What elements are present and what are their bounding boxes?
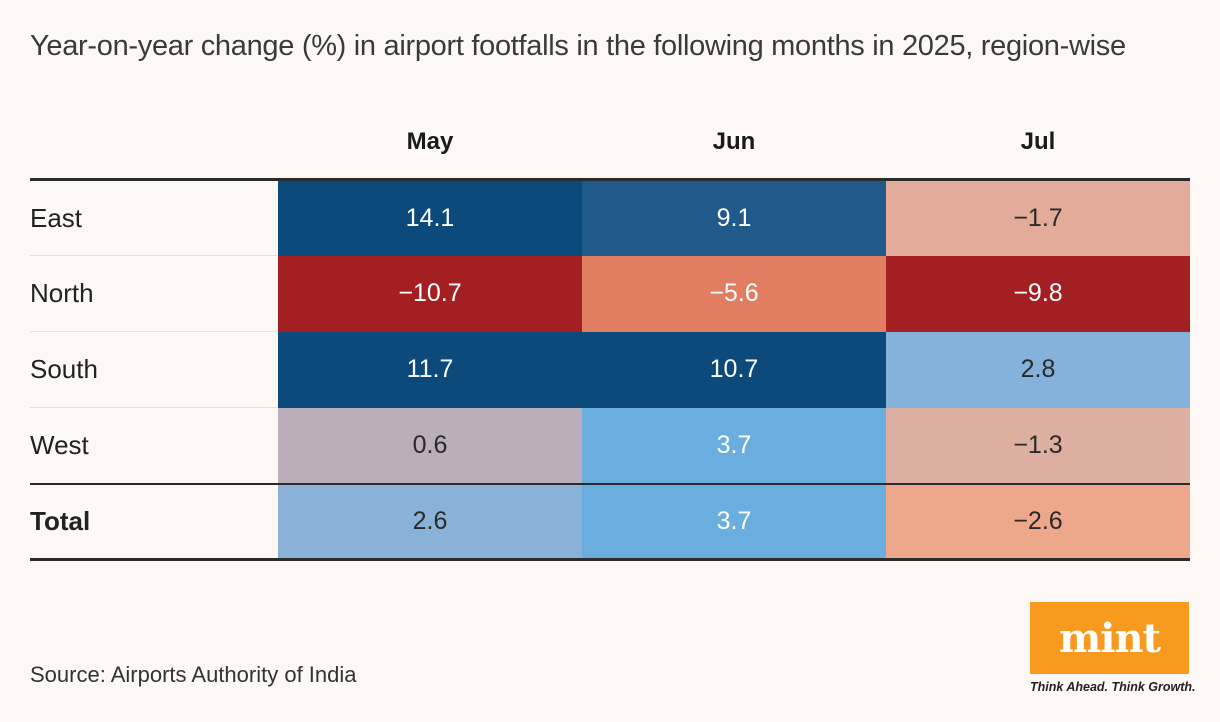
column-header-may: May xyxy=(406,128,454,155)
heat-cell: −1.7 xyxy=(886,178,1190,256)
header-corner xyxy=(30,106,278,180)
row-south: South 11.7 10.7 2.8 xyxy=(30,331,1190,408)
row-label: South xyxy=(30,331,278,408)
source-note: Source: Airports Authority of India xyxy=(30,662,357,687)
row-west: West 0.6 3.7 −1.3 xyxy=(30,407,1190,484)
row-north: North −10.7 −5.6 −9.8 xyxy=(30,255,1190,332)
heat-cell: 2.8 xyxy=(886,331,1190,408)
heat-cell: −1.3 xyxy=(886,407,1190,484)
logo-wordmark: mint xyxy=(1058,614,1161,662)
row-label: West xyxy=(30,429,89,460)
row-total: Total 2.6 3.7 −2.6 xyxy=(30,482,1190,561)
heat-cell: −9.8 xyxy=(886,255,1190,332)
heat-cell: 11.7 xyxy=(278,331,582,408)
header-row: May Jun Jul xyxy=(30,106,1190,180)
heatmap-table: May Jun Jul East 14.1 9.1 −1.7 North −10… xyxy=(30,106,1190,561)
row-label: East xyxy=(30,178,278,256)
heat-cell: −5.6 xyxy=(582,255,886,332)
column-header-jun: Jun xyxy=(712,128,756,155)
column-header-jul: Jul xyxy=(1020,128,1056,155)
brand-tagline: Think Ahead. Think Growth. xyxy=(1030,680,1196,694)
chart-title: Year-on-year change (%) in airport footf… xyxy=(30,30,1126,62)
heat-cell: 0.6 xyxy=(278,407,582,484)
heat-cell: 3.7 xyxy=(582,482,886,561)
heat-cell: 9.1 xyxy=(582,178,886,256)
heat-cell: −2.6 xyxy=(886,482,1190,561)
heat-cell: 2.6 xyxy=(278,482,582,561)
heat-cell: −10.7 xyxy=(278,255,582,332)
heat-cell: 14.1 xyxy=(278,178,582,256)
row-label: Total xyxy=(30,482,278,561)
row-east: East 14.1 9.1 −1.7 xyxy=(30,178,1190,256)
mint-logo: mint xyxy=(1030,602,1189,674)
heat-cell: 10.7 xyxy=(582,331,886,408)
heat-cell: 3.7 xyxy=(582,407,886,484)
row-label: North xyxy=(30,255,278,332)
